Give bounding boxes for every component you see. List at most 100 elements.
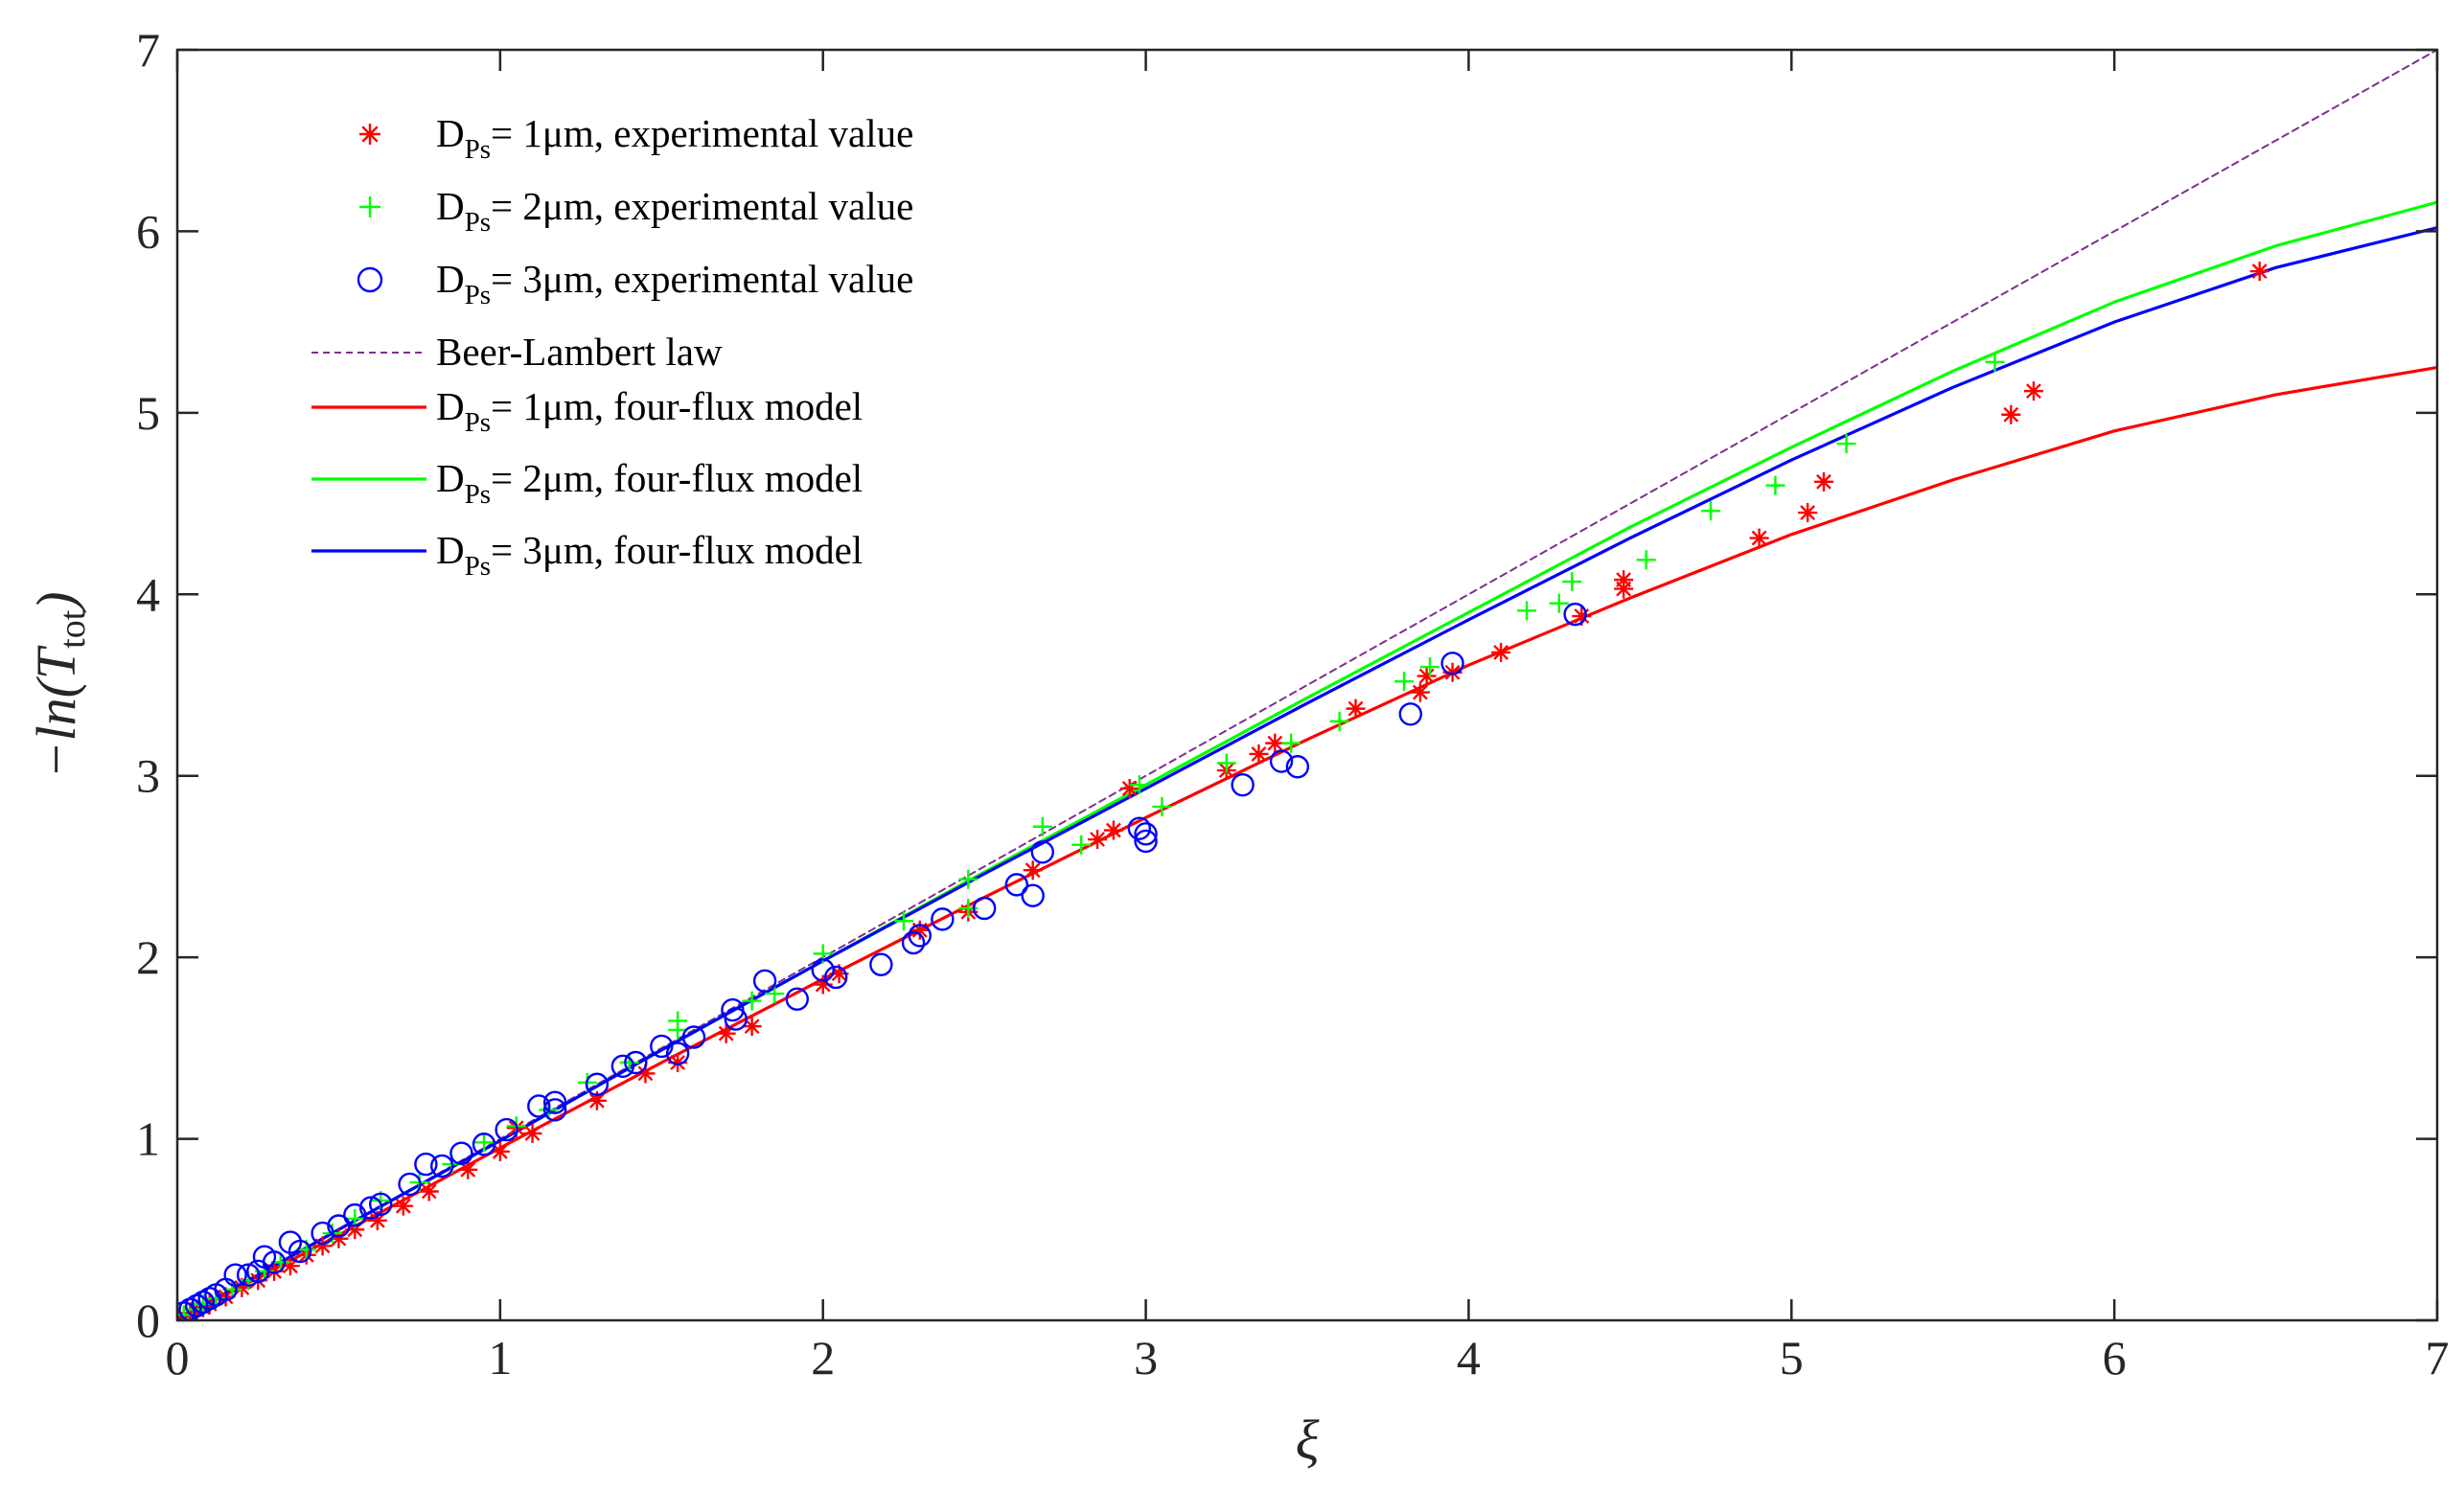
legend-label-text: Beer-Lambert law [436,330,723,374]
legend-label: DPs= 2μm, four-flux model [436,456,863,510]
y-axis-label-prefix: −ln( [25,675,87,778]
data-point-asterisk [587,1090,607,1110]
legend-entry: DPs= 3μm, experimental value [357,257,913,310]
legend-label: DPs= 3μm, four-flux model [436,528,863,582]
data-point-asterisk [1346,698,1366,719]
x-tick-label: 7 [2426,1331,2450,1385]
legend-label-text: = 1μm, four-flux model [491,384,863,428]
series-line-beer-lambert-law [177,50,2437,1320]
y-tick-label: 7 [136,23,160,77]
svg-text:−ln(Ttot): −ln(Ttot) [25,591,93,778]
data-point-plus [742,991,762,1011]
data-point-circle [1231,772,1255,797]
legend-entry: Beer-Lambert law [311,330,723,374]
data-point-asterisk [635,1064,656,1084]
data-point-circle [972,896,997,921]
axis-ticks: 0 1 2 3 4 5 6 7 0 1 2 3 4 5 6 7 [136,23,2450,1385]
y-tick-label: 0 [136,1293,160,1347]
data-point-asterisk [1410,682,1430,702]
series-circle-points [177,602,1587,1320]
data-point-circle [1030,840,1054,864]
data-point-asterisk [2023,381,2043,401]
data-point-circle [357,266,383,293]
data-point-asterisk [345,1220,365,1240]
legend-entry: DPs= 1μm, experimental value [359,111,913,165]
legend-label-text: = 1μm, experimental value [491,111,913,155]
data-point-circle [288,1239,312,1264]
data-point-circle [585,1072,610,1096]
data-point-asterisk [668,1053,688,1073]
data-point-asterisk [1416,666,1437,686]
data-point-asterisk [910,920,930,940]
data-point-asterisk [1572,607,1592,627]
data-point-asterisk [1265,733,1285,753]
y-tick-label: 3 [136,749,160,803]
data-point-asterisk [2249,262,2269,282]
legend-label-symbol: D [436,184,465,228]
data-point-asterisk [329,1228,349,1248]
data-point-asterisk [1023,860,1043,881]
data-point-asterisk [716,1023,736,1043]
data-point-plus [1549,593,1569,613]
data-point-asterisk [522,1123,542,1143]
data-point-circle [542,1098,567,1122]
legend-label: DPs= 1μm, experimental value [436,111,913,165]
data-point-circle [665,1042,690,1065]
data-point-asterisk [1442,662,1462,682]
data-point-plus [1129,775,1149,795]
data-point-asterisk [1614,570,1634,590]
legend-label-symbol: D [436,384,465,428]
data-point-plus [668,1011,688,1031]
data-point-asterisk [1749,528,1769,548]
y-tick-label: 1 [136,1112,160,1166]
y-axis-label-symbol: T [25,645,87,679]
x-tick-label: 4 [1457,1331,1481,1385]
x-tick-label: 3 [1134,1331,1158,1385]
data-point-plus [1152,796,1172,816]
data-point-asterisk [1119,778,1140,798]
data-point-asterisk [280,1256,300,1276]
data-point-circle [358,1196,383,1220]
data-point-asterisk [359,124,380,145]
data-point-plus [474,1133,495,1153]
y-axis-label-suffix: ) [25,591,87,612]
legend-entry: DPs= 2μm, experimental value [359,184,913,238]
data-point-asterisk [1249,744,1269,764]
data-point-plus [1420,657,1440,677]
legend-label-subscript: Ps [465,280,491,310]
legend-label-text: = 2μm, four-flux model [491,456,863,500]
data-point-plus [1562,572,1582,592]
legend-entry: DPs= 1μm, four-flux model [311,384,863,438]
data-point-asterisk [419,1181,439,1202]
data-point-asterisk [813,974,833,995]
data-point-asterisk [265,1261,285,1281]
data-point-circle [327,1214,351,1238]
data-point-asterisk [393,1196,413,1216]
y-tick-label: 2 [136,930,160,984]
data-point-plus [958,869,979,889]
data-point-circle [414,1152,438,1177]
data-point-asterisk [490,1141,510,1161]
legend-entry: DPs= 3μm, four-flux model [311,528,863,582]
legend-label-subscript: Ps [465,479,491,510]
data-point-asterisk [367,1210,387,1230]
data-point-asterisk [1103,820,1123,840]
data-point-circle [542,1090,567,1114]
legend-label-text: = 3μm, experimental value [491,257,913,301]
data-point-circle [449,1141,473,1165]
legend-label-symbol: D [436,528,465,572]
legend-label: Beer-Lambert law [436,330,723,374]
data-point-plus [1765,475,1785,495]
legend-label-subscript: Ps [465,407,491,438]
data-point-asterisk [312,1236,333,1256]
data-point-asterisk [1088,830,1108,850]
data-point-plus [1701,501,1721,521]
data-point-plus [1281,733,1301,753]
data-point-circle [527,1094,551,1118]
data-point-plus [1985,352,2005,372]
data-point-plus [1517,601,1537,621]
data-point-circle [1398,702,1422,726]
legend-label-subscript: Ps [465,207,491,238]
data-point-circle [430,1154,454,1179]
